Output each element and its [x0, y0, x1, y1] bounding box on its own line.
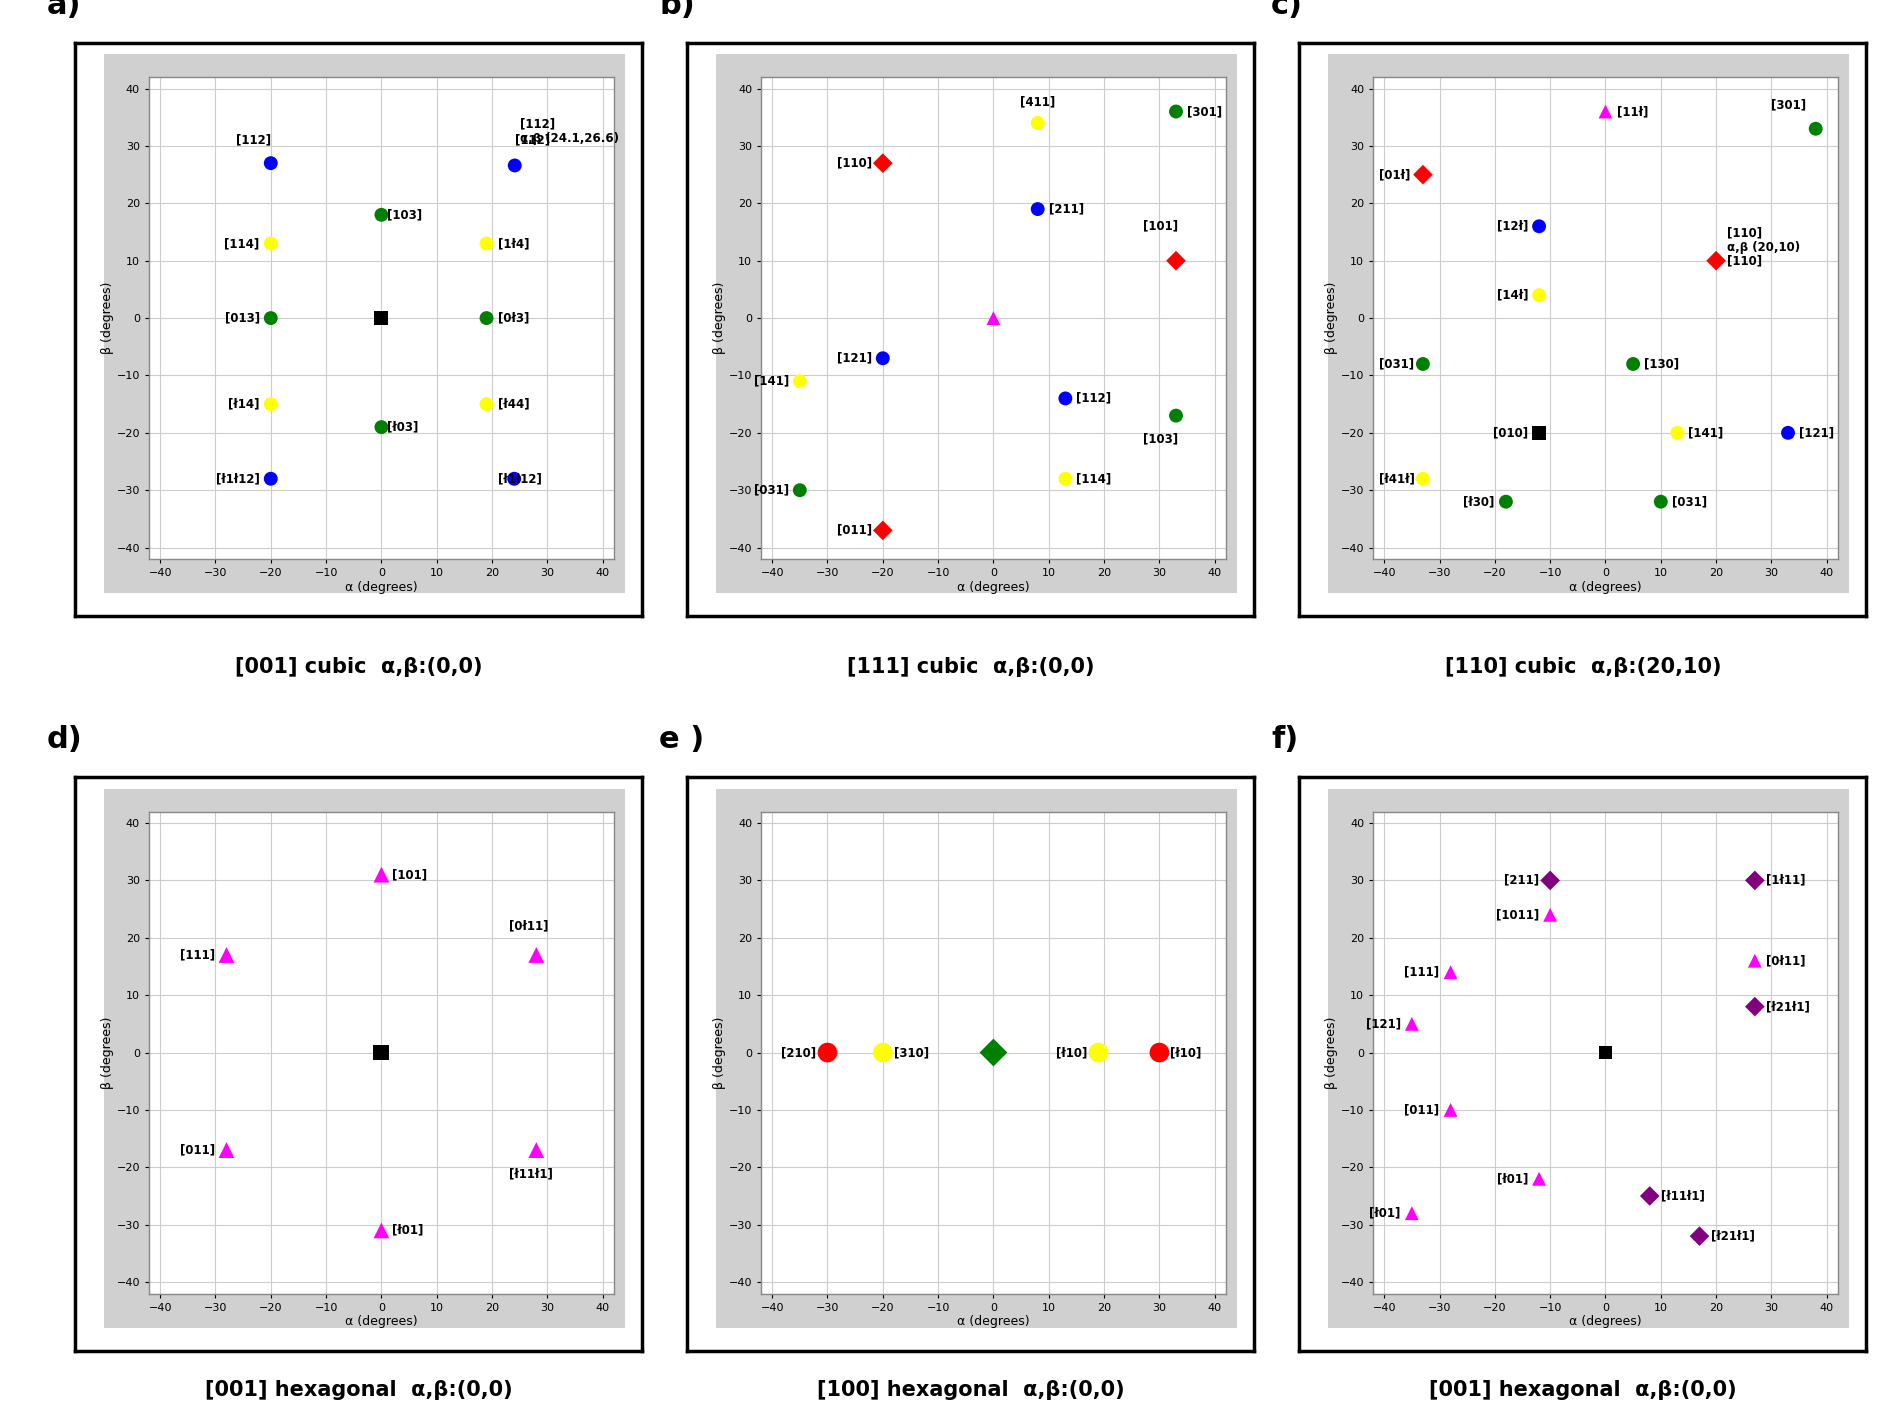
Text: f): f) [1270, 725, 1299, 754]
Text: [001] hexagonal  α,β:(0,0): [001] hexagonal α,β:(0,0) [205, 1379, 513, 1399]
Text: [100] hexagonal  α,β:(0,0): [100] hexagonal α,β:(0,0) [816, 1379, 1125, 1399]
Text: [001] hexagonal  α,β:(0,0): [001] hexagonal α,β:(0,0) [1429, 1379, 1736, 1399]
Text: a): a) [47, 0, 81, 20]
Text: [001] cubic  α,β:(0,0): [001] cubic α,β:(0,0) [236, 657, 483, 677]
Text: c): c) [1270, 0, 1303, 20]
Text: [111] cubic  α,β:(0,0): [111] cubic α,β:(0,0) [846, 657, 1095, 677]
Text: b): b) [660, 0, 696, 20]
Text: d): d) [47, 725, 83, 754]
Text: e ): e ) [660, 725, 705, 754]
Text: [110] cubic  α,β:(20,10): [110] cubic α,β:(20,10) [1444, 657, 1721, 677]
